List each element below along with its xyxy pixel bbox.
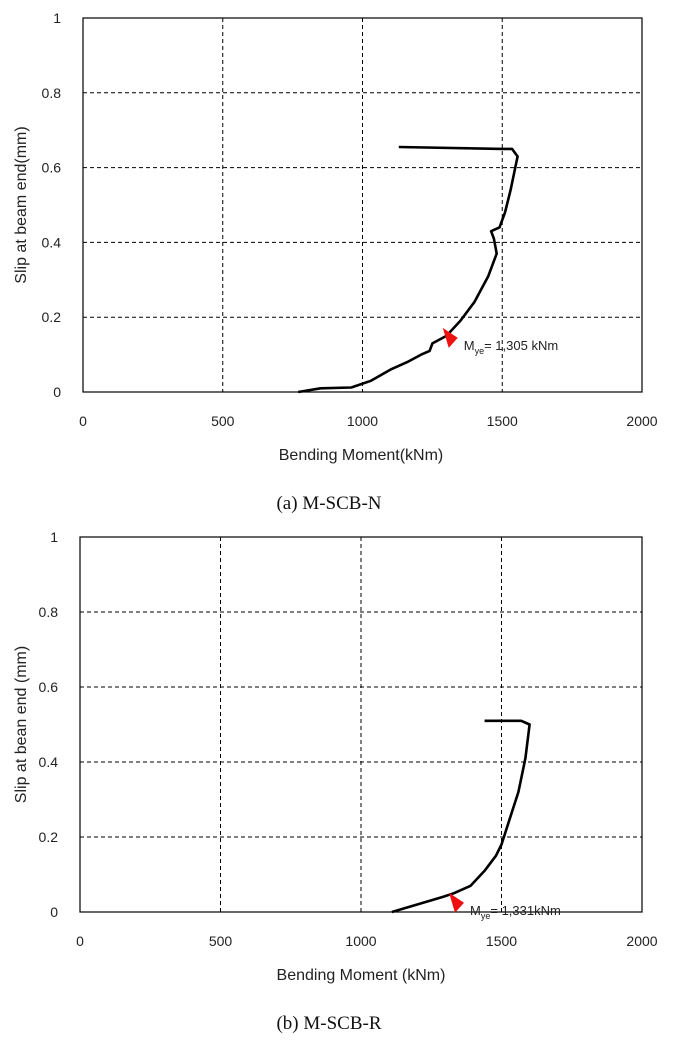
x-tick-label: 500 — [211, 413, 235, 429]
annotation-label-main: M — [470, 903, 481, 918]
y-tick-label: 0.8 — [39, 604, 59, 620]
y-tick-label: 1 — [53, 10, 61, 26]
x-tick-label: 2000 — [626, 933, 657, 949]
series-line — [297, 145, 519, 394]
x-tick-label: 2000 — [626, 413, 657, 429]
annotation-label-sub: ye — [475, 346, 485, 356]
x-tick-label: 1000 — [347, 413, 378, 429]
x-tick-label: 1000 — [345, 933, 376, 949]
annotation-label-value: = 1,331kNm — [490, 903, 560, 918]
x-axis-title: Bending Moment(kNm) — [279, 447, 444, 464]
x-tick-label: 0 — [76, 933, 84, 949]
y-tick-label: 1 — [50, 529, 58, 545]
figure-caption: (a) M-SCB-N — [276, 493, 381, 514]
y-tick-label: 0.6 — [42, 160, 62, 176]
annotation-label-main: M — [464, 338, 475, 353]
annotation-label: Mye= 1,331kNm — [470, 903, 561, 921]
y-tick-label: 0.6 — [39, 679, 59, 695]
series-line — [391, 719, 531, 914]
y-tick-label: 0.8 — [42, 85, 62, 101]
y-tick-label: 0.2 — [39, 829, 59, 845]
annotation-marker — [442, 327, 458, 348]
x-tick-label: 1500 — [487, 413, 518, 429]
y-axis-title: Slip at bean end (mm) — [13, 646, 30, 803]
chart-panel-b: 0 500 1000 1500 2000 0 0.2 0.4 0.6 0.8 1 Bending Mo… — [13, 529, 658, 1034]
annotation-marker — [449, 892, 465, 913]
x-tick-label: 1500 — [486, 933, 517, 949]
annotation-label-sub: ye — [481, 911, 491, 921]
x-axis-title: Bending Moment (kNm) — [277, 967, 446, 984]
y-tick-label: 0.2 — [42, 309, 62, 325]
figure-caption: (b) M-SCB-R — [276, 1013, 381, 1034]
plot-frame — [79, 536, 643, 913]
chart-panel-a: 0 500 1000 1500 2000 0 0.2 0.4 0.6 0.8 1 Bending Mo… — [13, 10, 658, 514]
y-tick-label: 0 — [53, 384, 61, 400]
x-tick-label: 500 — [209, 933, 233, 949]
annotation-label: Mye= 1,305 kNm — [464, 338, 558, 356]
y-tick-label: 0.4 — [42, 234, 62, 250]
y-tick-label: 0.4 — [39, 754, 59, 770]
y-axis-title: Slip at beam end(mm) — [13, 126, 30, 283]
annotation-label-value: = 1,305 kNm — [484, 338, 558, 353]
x-tick-label: 0 — [79, 413, 87, 429]
plot-frame — [82, 17, 643, 393]
y-tick-label: 0 — [50, 904, 58, 920]
